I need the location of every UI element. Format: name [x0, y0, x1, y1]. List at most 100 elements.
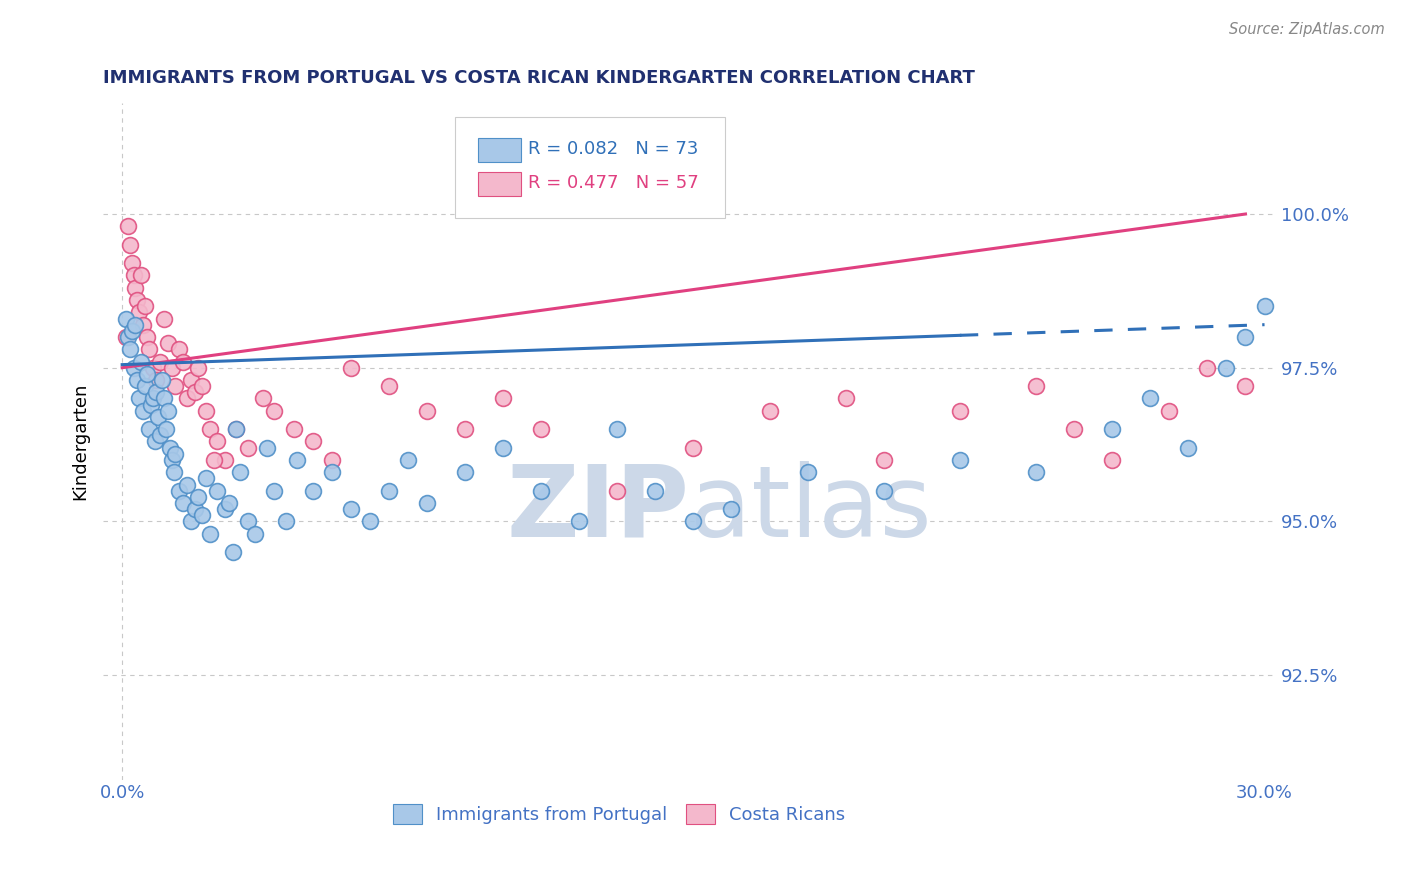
Point: [165, 447, 187, 461]
Point: [191, 379, 214, 393]
Point: [129, 354, 152, 368]
Point: [121, 256, 143, 270]
Point: [236, 515, 259, 529]
Point: [122, 360, 145, 375]
Point: [568, 515, 591, 529]
Point: [339, 502, 361, 516]
Point: [198, 422, 221, 436]
Point: [454, 422, 477, 436]
Point: [160, 453, 183, 467]
Point: [285, 453, 308, 467]
Point: [172, 496, 194, 510]
Point: [1063, 422, 1085, 436]
Point: [530, 422, 553, 436]
Point: [169, 343, 191, 357]
Point: [191, 508, 214, 523]
Y-axis label: Kindergarten: Kindergarten: [72, 383, 89, 500]
Point: [143, 434, 166, 449]
Point: [1101, 453, 1123, 467]
Point: [225, 422, 247, 436]
Point: [198, 526, 221, 541]
Point: [252, 392, 274, 406]
Point: [214, 502, 236, 516]
Point: [187, 490, 209, 504]
Point: [720, 502, 742, 516]
Point: [156, 336, 179, 351]
Point: [127, 373, 149, 387]
Point: [796, 465, 818, 479]
Point: [132, 403, 155, 417]
Point: [145, 373, 167, 387]
Point: [135, 330, 157, 344]
Point: [321, 465, 343, 479]
Point: [128, 392, 150, 406]
Point: [218, 496, 240, 510]
Point: [129, 268, 152, 283]
Text: ZIP: ZIP: [506, 460, 689, 558]
Point: [122, 268, 145, 283]
Point: [606, 422, 628, 436]
FancyBboxPatch shape: [478, 171, 520, 196]
Point: [492, 392, 515, 406]
Point: [115, 330, 138, 344]
Point: [187, 360, 209, 375]
Point: [1234, 330, 1257, 344]
Point: [155, 422, 177, 436]
Point: [180, 373, 202, 387]
Text: Source: ZipAtlas.com: Source: ZipAtlas.com: [1229, 22, 1385, 37]
Point: [1025, 379, 1047, 393]
Point: [118, 237, 141, 252]
Point: [396, 453, 419, 467]
Point: [1197, 360, 1219, 375]
Point: [172, 354, 194, 368]
Point: [644, 483, 666, 498]
Point: [148, 409, 170, 424]
Legend: Immigrants from Portugal, Costa Ricans: Immigrants from Portugal, Costa Ricans: [385, 797, 852, 831]
Point: [124, 318, 146, 332]
Point: [165, 379, 187, 393]
Text: R = 0.477   N = 57: R = 0.477 N = 57: [527, 174, 699, 192]
Point: [873, 483, 896, 498]
Point: [134, 379, 156, 393]
Point: [180, 515, 202, 529]
Point: [492, 441, 515, 455]
Point: [124, 281, 146, 295]
Point: [873, 453, 896, 467]
FancyBboxPatch shape: [456, 117, 724, 219]
Point: [138, 343, 160, 357]
Point: [149, 354, 172, 368]
Point: [1159, 403, 1181, 417]
Point: [118, 343, 141, 357]
Point: [1215, 360, 1237, 375]
Point: [359, 515, 381, 529]
Point: [1253, 299, 1275, 313]
Point: [169, 483, 191, 498]
Point: [949, 453, 972, 467]
Point: [606, 483, 628, 498]
Point: [454, 465, 477, 479]
Point: [159, 441, 181, 455]
Point: [274, 515, 297, 529]
Point: [135, 367, 157, 381]
Point: [132, 318, 155, 332]
Point: [236, 441, 259, 455]
Point: [176, 477, 198, 491]
Point: [149, 428, 172, 442]
Point: [202, 453, 225, 467]
Point: [229, 465, 252, 479]
Point: [117, 219, 139, 234]
Point: [139, 398, 162, 412]
Text: IMMIGRANTS FROM PORTUGAL VS COSTA RICAN KINDERGARTEN CORRELATION CHART: IMMIGRANTS FROM PORTUGAL VS COSTA RICAN …: [103, 69, 974, 87]
Point: [758, 403, 780, 417]
Point: [194, 471, 217, 485]
Point: [416, 496, 439, 510]
Point: [1101, 422, 1123, 436]
Point: [160, 360, 183, 375]
Point: [183, 385, 205, 400]
FancyBboxPatch shape: [478, 138, 520, 162]
Point: [283, 422, 305, 436]
Point: [1234, 379, 1257, 393]
Text: R = 0.082   N = 73: R = 0.082 N = 73: [527, 140, 697, 159]
Point: [121, 324, 143, 338]
Point: [176, 392, 198, 406]
